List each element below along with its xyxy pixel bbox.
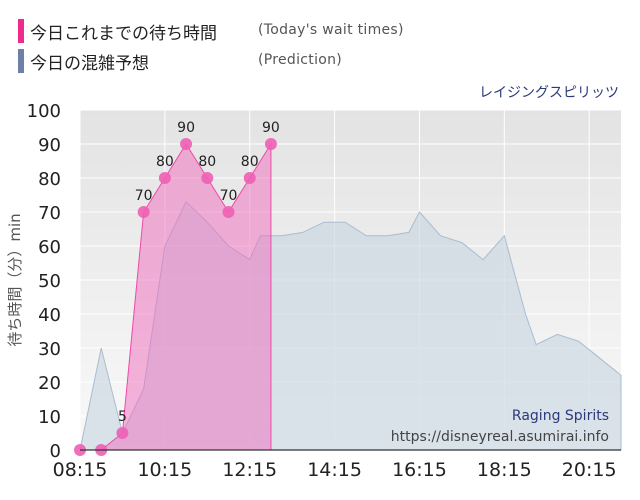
y-tick-label: 10	[38, 407, 61, 428]
y-tick-label: 80	[38, 169, 61, 190]
y-tick-label: 60	[38, 237, 61, 258]
x-tick-label: 12:15	[222, 459, 277, 481]
legend-prediction-label: 今日の混雑予想	[30, 53, 149, 74]
legend-today-swatch	[18, 19, 24, 43]
x-tick-label: 10:15	[137, 459, 192, 481]
data-label: 90	[262, 120, 280, 136]
x-tick-label: 16:15	[392, 459, 447, 481]
x-tick-label: 18:15	[477, 459, 532, 481]
legend-today-label: 今日これまでの待ち時間	[30, 23, 217, 44]
today-point	[264, 138, 277, 150]
today-point	[222, 206, 235, 218]
legend-prediction: 今日の混雑予想	[18, 48, 149, 74]
data-label: 80	[241, 154, 259, 170]
legend-today: 今日これまでの待ち時間	[18, 18, 217, 44]
data-label: 70	[135, 188, 153, 204]
data-areas	[79, 142, 622, 451]
y-tick-label: 50	[38, 271, 61, 292]
y-tick-label: 30	[38, 339, 61, 360]
data-label: 70	[220, 188, 238, 204]
legend-prediction-sub: (Prediction)	[258, 52, 343, 68]
data-label: 80	[156, 154, 174, 170]
legend-today-sub: (Today's wait times)	[258, 22, 404, 38]
y-tick-label: 0	[50, 441, 61, 462]
legend-prediction-swatch	[18, 49, 24, 73]
x-tick-label: 14:15	[307, 459, 362, 481]
x-axis-ticks: 08:15 10:15 12:15 14:15 16:15 18:15 20:15	[53, 459, 617, 481]
today-point	[180, 138, 193, 150]
y-axis-ticks: 0 10 20 30 40 50 60 70 80 90 100	[27, 101, 61, 462]
today-point	[116, 427, 129, 439]
y-tick-label: 70	[38, 203, 61, 224]
y-tick-label: 100	[27, 101, 61, 122]
watermark-url: https://disneyreal.asumirai.info	[391, 429, 609, 445]
today-point	[137, 206, 150, 218]
today-point	[158, 172, 171, 184]
attraction-name: レイジングスピリッツ	[479, 85, 619, 101]
y-tick-label: 20	[38, 373, 61, 394]
today-point	[201, 172, 214, 184]
x-tick-label: 08:15	[53, 459, 108, 481]
data-marks: 5 70 80 90 80 70 80 90	[74, 120, 280, 456]
data-label: 5	[118, 409, 127, 425]
today-point	[243, 172, 256, 184]
data-label: 90	[177, 120, 195, 136]
data-label: 80	[198, 154, 216, 170]
y-tick-label: 90	[38, 135, 61, 156]
watermark-name: Raging Spirits	[512, 408, 609, 424]
y-axis-label: 待ち時間（分）min	[6, 213, 24, 346]
x-tick-label: 20:15	[562, 459, 617, 481]
y-tick-label: 40	[38, 305, 61, 326]
